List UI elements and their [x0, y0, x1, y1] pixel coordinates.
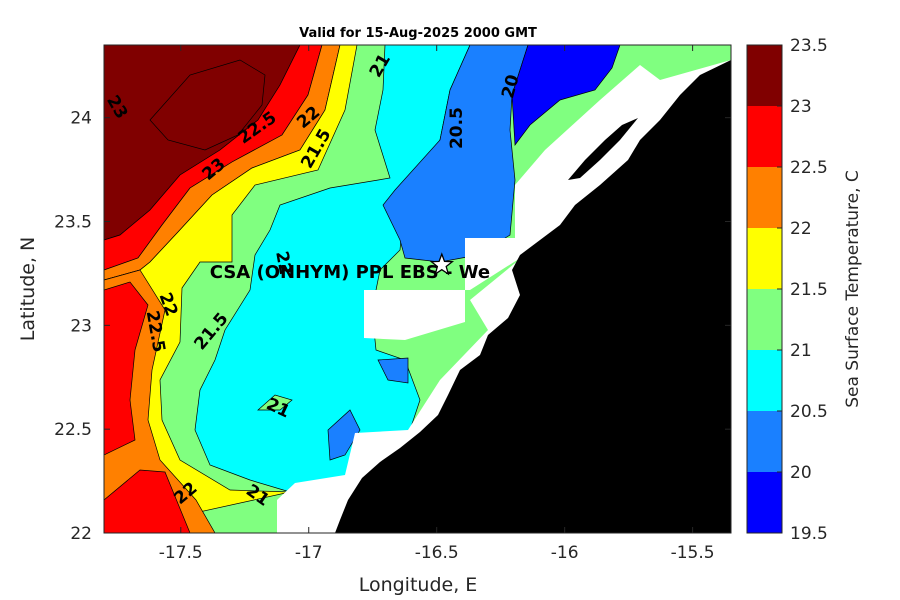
contour-label: 20.5	[447, 107, 467, 149]
colorbar-tick-label: 20	[790, 463, 812, 483]
band-22.5-23-southwest	[104, 469, 191, 533]
land-mass	[335, 60, 731, 533]
band-21-21.5-islet	[257, 394, 293, 411]
y-tick-label: 23	[70, 316, 92, 336]
colorbar-tick-label: 23	[790, 97, 812, 117]
colorbar-swatch	[747, 228, 782, 289]
x-tick-label: -15.5	[671, 543, 715, 563]
colorbar-tick-label: 22	[790, 219, 812, 239]
band-21.5-22-north	[104, 45, 358, 533]
colorbar-swatch	[747, 411, 782, 472]
x-axis-ticks: -17.5 -17 -16.5 -16 -15.5	[159, 45, 715, 563]
colorbar-tick-label: 21.5	[790, 280, 828, 300]
colorbar-swatch	[747, 472, 782, 533]
band-19.5-20	[511, 45, 621, 146]
colorbar-label: Sea Surface Temperature, C	[843, 170, 863, 408]
x-tick-label: -16	[551, 543, 579, 563]
y-tick-label: 22.5	[54, 420, 92, 440]
y-tick-label: 22	[70, 524, 92, 544]
y-axis-ticks: 22 22.5 23 23.5 24	[54, 109, 731, 544]
x-tick-label: -17	[295, 543, 323, 563]
site-marker-group: CSA (ONHYM) PPL EBS - We	[210, 252, 490, 283]
colorbar-tick-label: 20.5	[790, 402, 828, 422]
x-tick-label: -17.5	[159, 543, 203, 563]
plot-area	[104, 45, 731, 533]
colorbar-swatch	[747, 167, 782, 228]
band-23-23.5-patch	[149, 59, 266, 151]
band-22.5-23-west	[104, 281, 149, 456]
colorbar-swatch	[747, 106, 782, 167]
x-tick-label: -16.5	[415, 543, 459, 563]
x-axis-label: Longitude, E	[359, 574, 478, 596]
colorbar-tick-label: 19.5	[790, 524, 828, 544]
contour-label: 22	[271, 250, 295, 277]
y-axis-label: Latitude, N	[17, 237, 39, 342]
colorbar-tick-label: 22.5	[790, 158, 828, 178]
coastal-peninsula	[568, 118, 638, 180]
band-20-20.5-coastal	[377, 357, 409, 384]
axes-frame	[103, 44, 732, 534]
site-label: CSA (ONHYM) PPL EBS - We	[210, 262, 490, 283]
colorbar-tick-label: 21	[790, 341, 812, 361]
site-star-icon	[429, 252, 455, 276]
y-tick-label: 23.5	[54, 213, 92, 233]
y-tick-label: 24	[70, 109, 92, 129]
colorbar-swatch	[747, 45, 782, 106]
colorbar-tick-label: 23.5	[790, 36, 828, 56]
colorbar: 19.5 20 20.5 21 21.5 22 22.5 23 23.5	[746, 36, 828, 544]
band-20-20.5-south	[327, 409, 361, 461]
colorbar-swatch	[747, 289, 782, 350]
chart-title: Valid for 15-Aug-2025 2000 GMT	[299, 26, 537, 41]
colorbar-swatch	[747, 350, 782, 411]
